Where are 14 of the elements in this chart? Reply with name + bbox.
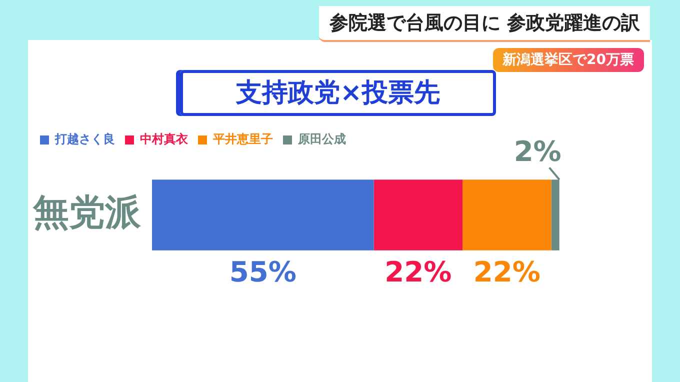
- y-tick-label: 無党派: [32, 192, 142, 234]
- data-label: 55%: [229, 256, 296, 289]
- legend-label: 原田公成: [297, 132, 346, 146]
- bar: [374, 180, 463, 250]
- legend-label: 打越さく良: [54, 132, 115, 146]
- legend-label: 中村真衣: [140, 132, 189, 146]
- data-label: 22%: [384, 256, 452, 289]
- data-label: 22%: [473, 256, 540, 289]
- legend-label: 平井恵里子: [212, 132, 273, 146]
- text: 参院選で台風の目に 参政党躍進の訳: [319, 6, 650, 42]
- bar: [462, 180, 552, 250]
- text: 新潟選挙区で20万票: [492, 48, 644, 72]
- data-label: 2%: [514, 134, 562, 168]
- bar: [152, 180, 374, 250]
